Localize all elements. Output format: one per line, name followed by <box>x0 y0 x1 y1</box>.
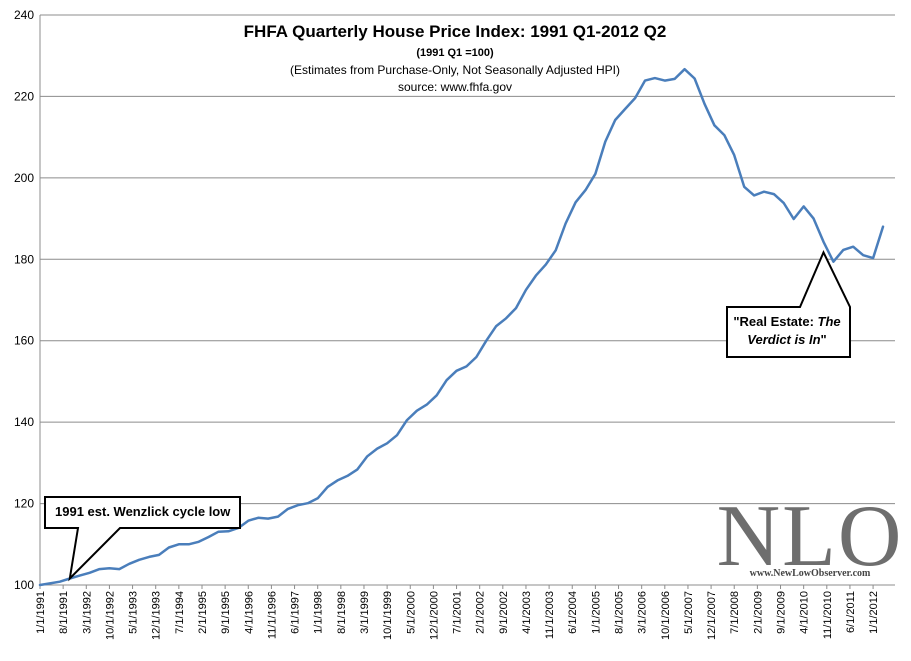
x-tick-label: 6/1/2004 <box>567 591 579 634</box>
y-tick-label: 120 <box>14 497 34 511</box>
x-tick-label: 10/1/1999 <box>382 591 394 640</box>
x-tick-label: 11/1/2010 <box>822 591 834 639</box>
x-tick-label: 7/1/1994 <box>174 591 186 634</box>
x-tick-label: 12/1/2007 <box>706 591 718 640</box>
x-tick-label: 5/1/2000 <box>405 591 417 634</box>
y-tick-label: 160 <box>14 334 34 348</box>
series-line <box>38 67 885 587</box>
watermark-url: www.NewLowObserver.com <box>750 568 871 579</box>
callout-verdict-line1: "Real Estate: The <box>733 314 840 329</box>
y-axis: 100 120 140 160 180 200 220 240 <box>14 8 34 592</box>
x-tick-label: 1/1/1998 <box>313 591 325 634</box>
y-tick-label: 200 <box>14 171 34 185</box>
chart-source: source: www.fhfa.gov <box>398 80 512 94</box>
x-axis: 1/1/1991 8/1/1991 3/1/1992 10/1/1992 5/1/199… <box>35 585 880 640</box>
x-tick-label: 2/1/1995 <box>197 591 209 634</box>
x-tick-label: 11/1/2003 <box>544 591 556 639</box>
watermark-logo-text: NLO <box>717 488 904 585</box>
x-tick-label: 4/1/2010 <box>799 591 811 634</box>
x-tick-label: 8/1/1991 <box>58 591 70 634</box>
callout-wenzlick: 1991 est. Wenzlick cycle low <box>44 496 241 582</box>
y-tick-label: 180 <box>14 252 34 266</box>
x-tick-label: 9/1/2009 <box>776 591 788 634</box>
x-tick-label: 7/1/2008 <box>729 591 741 634</box>
x-tick-label: 5/1/1993 <box>128 591 140 634</box>
chart-subtitle: (1991 Q1 =100) <box>416 47 494 59</box>
x-tick-label: 3/1/1992 <box>81 591 93 634</box>
x-tick-label: 2/1/2009 <box>752 591 764 634</box>
x-tick-label: 6/1/2011 <box>845 591 857 633</box>
callout-verdict-italic-2: Verdict is In <box>747 332 820 347</box>
x-tick-label: 1/1/1991 <box>35 591 47 634</box>
y-tick-label: 220 <box>14 89 34 103</box>
watermark-logo: NLO www.NewLowObserver.com <box>717 488 904 585</box>
chart-title: FHFA Quarterly House Price Index: 1991 Q… <box>244 22 667 41</box>
x-tick-label: 8/1/1998 <box>336 591 348 634</box>
y-tick-label: 100 <box>14 578 34 592</box>
x-tick-label: 10/1/1992 <box>104 591 116 640</box>
y-tick-label: 240 <box>14 8 34 22</box>
callout-verdict-italic-1: The <box>818 314 841 329</box>
x-tick-label: 10/1/2006 <box>660 591 672 640</box>
x-tick-label: 2/1/2002 <box>475 591 487 634</box>
callout-verdict: "Real Estate: The Verdict is In" <box>726 249 851 358</box>
x-tick-label: 9/1/2002 <box>498 591 510 634</box>
x-tick-label: 3/1/1999 <box>359 591 371 634</box>
x-tick-label: 9/1/1995 <box>220 591 232 634</box>
x-tick-label: 6/1/1997 <box>290 591 302 634</box>
x-tick-label: 12/1/2000 <box>428 591 440 640</box>
x-tick-label: 12/1/1993 <box>151 591 163 640</box>
chart-note: (Estimates from Purchase-Only, Not Seaso… <box>290 63 620 77</box>
x-tick-label: 4/1/1996 <box>243 591 255 634</box>
callout-verdict-suffix: " <box>821 332 827 347</box>
x-tick-label: 5/1/2007 <box>683 591 695 634</box>
x-tick-label: 4/1/2003 <box>521 591 533 634</box>
x-tick-label: 7/1/2001 <box>452 591 464 634</box>
x-tick-label: 1/1/2005 <box>590 591 602 634</box>
callout-wenzlick-text: 1991 est. Wenzlick cycle low <box>55 504 231 519</box>
y-tick-label: 140 <box>14 415 34 429</box>
callout-verdict-box <box>726 249 851 358</box>
x-tick-label: 1/1/2012 <box>868 591 880 634</box>
callout-verdict-prefix: "Real Estate: <box>733 314 817 329</box>
callout-wenzlick-box <box>44 496 241 582</box>
callout-verdict-line2: Verdict is In" <box>747 332 826 347</box>
x-tick-label: 8/1/2005 <box>614 591 626 634</box>
x-tick-label: 3/1/2006 <box>637 591 649 634</box>
x-tick-label: 11/1/1996 <box>266 591 278 639</box>
